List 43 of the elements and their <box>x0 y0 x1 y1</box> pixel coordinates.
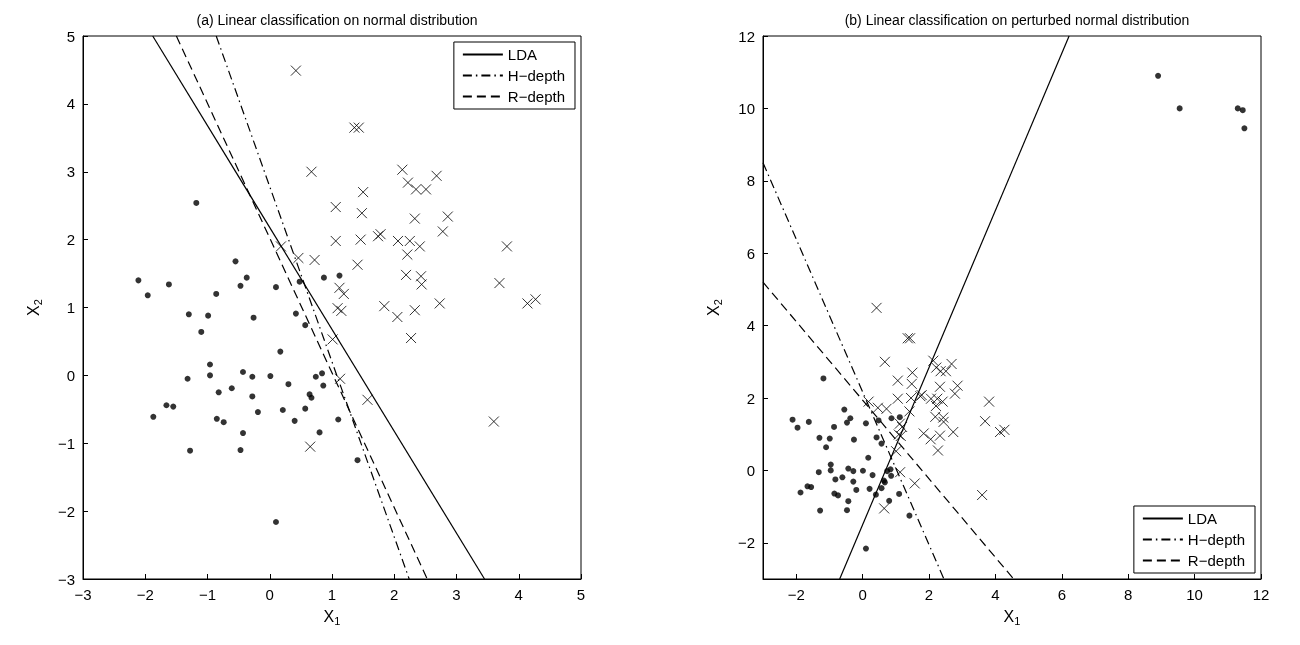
y-axis-title: X2 <box>25 299 44 316</box>
x-tick-label: 4 <box>991 586 1000 603</box>
x-tick-label: 2 <box>924 586 934 603</box>
y-axis-title: X2 <box>705 299 724 316</box>
y-tick-label: 4 <box>746 317 755 335</box>
y-tick-label: 3 <box>66 163 75 181</box>
y-tick-label: 5 <box>66 27 75 45</box>
x-tick-label: −2 <box>787 586 805 603</box>
y-tick-label: 2 <box>66 231 75 249</box>
x-tick-label: 0 <box>265 586 274 603</box>
legend-label: H−depth <box>507 67 566 84</box>
chart-title: (b) Linear classification on perturbed normal distribution <box>844 12 1190 28</box>
y-tick-label: −1 <box>57 434 75 452</box>
y-tick-label: 4 <box>66 95 75 113</box>
x-tick-label: 12 <box>1252 586 1270 603</box>
y-tick-label: 0 <box>746 461 755 479</box>
chart-title: (a) Linear classification on normal distribution <box>196 12 478 28</box>
y-tick-label: 10 <box>738 99 755 117</box>
x-tick-label: 1 <box>327 586 337 603</box>
y-tick-label: −2 <box>737 534 755 552</box>
x-tick-label: 0 <box>858 586 867 603</box>
y-tick-label: 8 <box>746 172 755 190</box>
y-tick-label: −2 <box>57 502 75 520</box>
legend-label: R−depth <box>1187 552 1246 569</box>
x-tick-label: 3 <box>452 586 461 603</box>
x-tick-label: 10 <box>1186 586 1203 603</box>
x-tick-label: −1 <box>198 586 217 603</box>
legend-label: LDA <box>1187 510 1218 527</box>
x-tick-label: 8 <box>1124 586 1133 603</box>
legend-label: R−depth <box>507 88 566 105</box>
y-tick-label: −3 <box>57 570 75 588</box>
x-tick-label: 6 <box>1057 586 1066 603</box>
x-tick-label: −2 <box>136 586 154 603</box>
y-tick-label: 2 <box>746 389 755 407</box>
y-tick-label: 6 <box>746 244 755 262</box>
legend-label: H−depth <box>1187 531 1246 548</box>
x-tick-label: 5 <box>576 586 586 603</box>
legend-label: LDA <box>507 46 538 63</box>
x-tick-label: 2 <box>390 586 399 603</box>
x-tick-label: 4 <box>514 586 523 603</box>
y-tick-label: 1 <box>66 299 75 316</box>
y-tick-label: 12 <box>738 27 755 45</box>
y-tick-label: 0 <box>66 366 75 384</box>
